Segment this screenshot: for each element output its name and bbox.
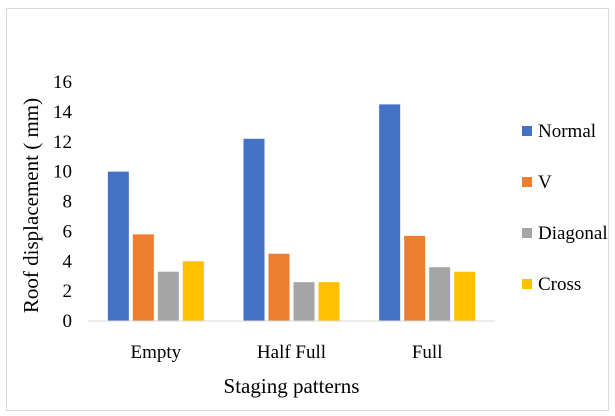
y-tick-label: 14 [53, 102, 73, 123]
y-tick-label: 6 [63, 221, 73, 242]
bar-v-empty [132, 234, 154, 321]
category-labels: Empty Half Full Full [130, 342, 442, 363]
legend-label-v: V [538, 172, 552, 193]
y-tick-label: 10 [53, 162, 72, 183]
legend-swatch-diagonal [522, 228, 532, 238]
y-axis-ticks: 0 2 4 6 8 10 12 14 16 [53, 72, 73, 332]
legend-swatch-normal [522, 126, 532, 136]
x-axis-title: Staging patterns [224, 374, 360, 398]
y-tick-label: 12 [53, 132, 72, 153]
legend-label-diagonal: Diagonal [538, 223, 608, 244]
y-tick-label: 8 [63, 192, 73, 213]
bar-normal-full [379, 104, 401, 321]
y-tick-label: 2 [63, 281, 73, 302]
bar-cross-full [454, 271, 476, 321]
bar-cross-half-full [318, 282, 340, 321]
legend-swatch-v [522, 177, 532, 187]
y-axis-title: Roof displacement ( mm) [19, 98, 43, 313]
y-tick-label: 0 [63, 311, 73, 332]
x-category-label: Empty [130, 342, 181, 363]
legend: Normal V Diagonal Cross [522, 121, 608, 295]
y-tick-label: 4 [63, 251, 73, 272]
y-tick-label: 16 [53, 72, 72, 93]
bar-diagonal-empty [157, 271, 179, 321]
bar-diagonal-half-full [293, 282, 315, 321]
chart-frame [6, 8, 609, 411]
x-category-label: Full [412, 342, 443, 363]
x-category-label: Half Full [257, 342, 326, 363]
bar-cross-empty [182, 261, 204, 321]
bar-normal-empty [107, 171, 129, 321]
bar-v-full [404, 235, 426, 321]
legend-label-cross: Cross [538, 274, 581, 295]
bar-diagonal-full [429, 267, 451, 321]
bar-v-half-full [268, 253, 290, 321]
bar-normal-half-full [243, 138, 265, 321]
bars [107, 104, 476, 321]
legend-label-normal: Normal [538, 121, 596, 142]
legend-swatch-cross [522, 279, 532, 289]
